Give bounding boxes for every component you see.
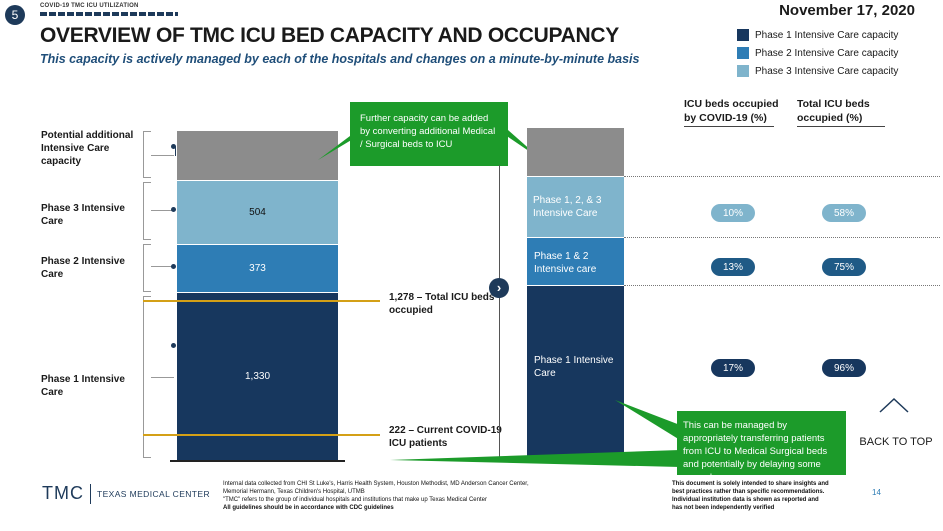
chevron-right-icon: › <box>489 278 509 298</box>
covid-patients-line <box>143 434 380 436</box>
page-title: OVERVIEW OF TMC ICU BED CAPACITY AND OCC… <box>40 24 619 47</box>
section-tag: COVID-19 TMC ICU UTILIZATION <box>40 3 139 9</box>
legend-label: Phase 2 Intensive Care capacity <box>755 47 899 59</box>
bracket-tick <box>175 146 176 156</box>
row-label-potential: Potential additional Intensive Care capa… <box>41 130 134 167</box>
logo-name: TEXAS MEDICAL CENTER <box>97 488 211 499</box>
row-guide <box>624 285 940 286</box>
disclaimer-line: Individual institution data is shown as … <box>672 497 819 503</box>
logo-divider <box>90 483 91 504</box>
source-line: All guidelines should be in accordance w… <box>223 505 394 511</box>
source-line: "TMC" refers to the group of individual … <box>223 497 487 503</box>
legend-item-phase3: Phase 3 Intensive Care capacity <box>737 64 898 78</box>
vertical-divider <box>499 165 500 460</box>
row-label-phase3: Phase 3 Intensive Care <box>41 203 125 227</box>
report-date: November 17, 2020 <box>779 2 915 19</box>
total-pct-phase12: 75% <box>822 258 866 276</box>
page-subtitle: This capacity is actively managed by eac… <box>40 52 640 66</box>
logo-tmc: TMC <box>42 483 84 503</box>
chevron-up-icon[interactable] <box>878 396 910 414</box>
right-bar-phase12-segment: Phase 1 & 2 Intensive care <box>527 238 624 285</box>
bottom-note-box: This can be managed by appropriately tra… <box>677 411 846 475</box>
disclaimer-line: best practices rather than specific reco… <box>672 489 825 495</box>
bracket-tick <box>151 210 174 211</box>
tmc-logo: TMC TEXAS MEDICAL CENTER <box>42 483 210 504</box>
left-bar-phase3-value: 504 <box>249 207 266 218</box>
row-label-phase2: Phase 2 Intensive Care <box>41 256 125 280</box>
bracket-potential <box>143 131 151 178</box>
right-bar-potential-segment <box>527 128 624 176</box>
legend-swatch <box>737 47 749 59</box>
left-bar-phase2-value: 373 <box>249 263 266 274</box>
total-occupied-callout: 1,278 – Total ICU beds occupied <box>389 292 495 316</box>
disclaimer: This document is solely intended to shar… <box>672 480 862 512</box>
left-bar-phase1-value: 1,330 <box>244 371 271 382</box>
connector-dot <box>171 144 176 149</box>
left-bar-phase1-segment: 1,330 <box>177 293 338 460</box>
source-line: Internal data collected from CHI St Luke… <box>223 481 529 487</box>
section-divider <box>40 12 178 16</box>
covid-patients-callout: 222 – Current COVID-19 ICU patients <box>389 425 502 449</box>
right-bar-phase12-label: Phase 1 & 2 Intensive care <box>534 251 597 275</box>
disclaimer-line: This document is solely intended to shar… <box>672 481 829 487</box>
top-note-box: Further capacity can be added by convert… <box>350 102 508 166</box>
total-occupied-line <box>143 300 380 302</box>
right-bar-phase1-segment: Phase 1 Intensive Care <box>527 286 624 456</box>
back-to-top-button[interactable]: BACK TO TOP <box>851 432 941 452</box>
bracket-phase2 <box>143 244 151 292</box>
left-bar-phase2-segment: 373 <box>177 245 338 292</box>
column-header-rule <box>684 126 774 127</box>
total-pct-phase123: 58% <box>822 204 866 222</box>
legend-label: Phase 3 Intensive Care capacity <box>755 65 899 77</box>
covid-pct-phase123: 10% <box>711 204 755 222</box>
covid-pct-phase12: 13% <box>711 258 755 276</box>
legend-swatch <box>737 65 749 77</box>
connector-dot <box>171 264 176 269</box>
left-bar-potential-segment <box>177 131 338 180</box>
legend-label: Phase 1 Intensive Care capacity <box>755 29 899 41</box>
legend-item-phase1: Phase 1 Intensive Care capacity <box>737 28 898 42</box>
right-bar-phase1-label: Phase 1 Intensive Care <box>534 355 614 379</box>
column-header-total: Total ICU beds occupied (%) <box>797 98 870 124</box>
slide-number-badge: 5 <box>5 5 25 25</box>
bracket-phase3 <box>143 182 151 240</box>
bracket-tick <box>151 266 174 267</box>
bottom-note-pointers <box>390 400 680 467</box>
right-bar-phase123-label: Phase 1, 2, & 3 Intensive Care <box>533 195 602 219</box>
row-guide <box>624 176 940 177</box>
bracket-phase1 <box>143 296 151 458</box>
source-notes: Internal data collected from CHI St Luke… <box>223 480 603 512</box>
left-bar-baseline <box>170 460 345 462</box>
bracket-tick <box>151 377 174 378</box>
page-number: 14 <box>872 488 881 497</box>
bracket-tick <box>151 155 174 156</box>
row-guide <box>624 237 940 238</box>
connector-dot <box>171 343 176 348</box>
legend-swatch <box>737 29 749 41</box>
source-line: Memorial Hermann, Texas Children's Hospi… <box>223 489 365 495</box>
connector-dot <box>171 207 176 212</box>
covid-pct-phase1: 17% <box>711 359 755 377</box>
left-bar-phase3-segment: 504 <box>177 181 338 244</box>
row-label-phase1: Phase 1 Intensive Care <box>41 374 125 398</box>
column-header-covid: ICU beds occupied by COVID-19 (%) <box>684 98 779 124</box>
right-bar-phase123-segment: Phase 1, 2, & 3 Intensive Care <box>527 177 624 237</box>
column-header-rule <box>797 126 885 127</box>
total-pct-phase1: 96% <box>822 359 866 377</box>
legend-item-phase2: Phase 2 Intensive Care capacity <box>737 46 898 60</box>
disclaimer-line: has not been independently verified <box>672 505 775 511</box>
